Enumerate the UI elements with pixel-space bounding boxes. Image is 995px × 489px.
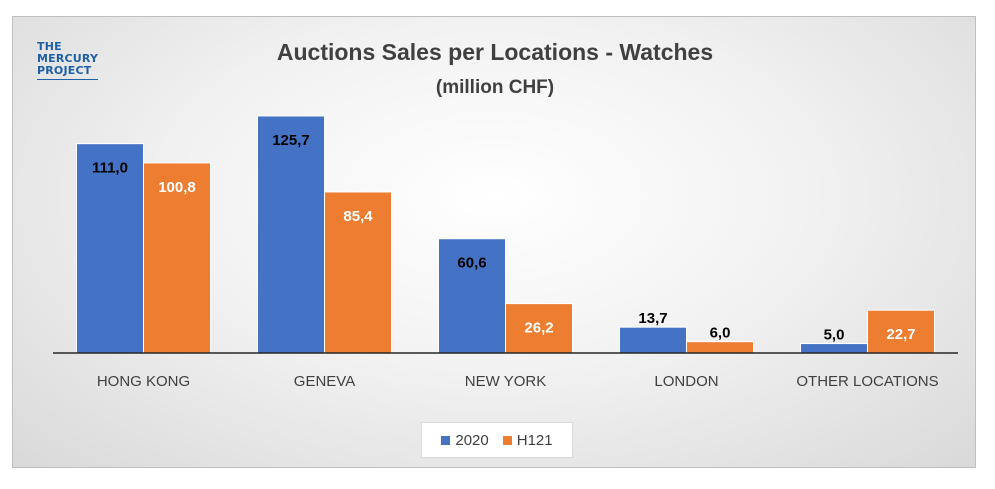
data-label-h121-other-locations: 22,7 (886, 326, 915, 343)
x-tick-label-other-locations: OTHER LOCATIONS (796, 373, 938, 390)
data-label-h121-new-york: 26,2 (524, 320, 553, 337)
logo-line-3: PROJECT (37, 64, 92, 77)
bar-chart-plot: 111,0 100,8 HONG KONG 125,7 85,4 GENEVA 60,6 26… (53, 115, 958, 390)
data-label-2020-hong-kong: 111,0 (92, 160, 128, 177)
data-label-h121-geneva: 85,4 (343, 208, 373, 225)
data-label-2020-new-york: 60,6 (457, 255, 486, 272)
data-label-2020-geneva: 125,7 (272, 132, 310, 149)
data-label-2020-london: 13,7 (638, 310, 667, 327)
x-tick-label-geneva: GENEVA (294, 373, 355, 390)
chart-frame: THE MERCURY PROJECT Auctions Sales per L… (12, 16, 976, 468)
x-tick-label-new-york: NEW YORK (465, 373, 546, 390)
chart-legend: 2020 H121 (421, 422, 573, 458)
data-label-2020-other-locations: 5,0 (824, 327, 845, 344)
legend-item-2020: 2020 (441, 431, 489, 449)
bar-2020-other-locations (800, 343, 868, 354)
bar-h121-hong-kong (143, 162, 211, 354)
x-tick-label-london: LONDON (654, 373, 718, 390)
bar-2020-new-york (438, 238, 506, 354)
legend-label-h121: H121 (516, 431, 553, 449)
logo-line-2: MERCURY (37, 52, 99, 65)
logo-line-1: THE (37, 40, 62, 53)
chart-subtitle: (million CHF) (435, 77, 555, 98)
bar-h121-new-york (505, 303, 573, 354)
x-tick-label-hong-kong: HONG KONG (97, 373, 190, 390)
chart-title: Auctions Sales per Locations - Watches (276, 39, 714, 65)
bar-2020-london (619, 326, 687, 354)
mercury-project-logo: THE MERCURY PROJECT (37, 40, 99, 80)
legend-swatch-2020 (441, 435, 451, 445)
bar-h121-london (686, 341, 754, 354)
bar-2020-geneva (257, 115, 325, 354)
bar-h121-other-locations (867, 309, 935, 354)
legend-label-2020: 2020 (455, 431, 489, 449)
legend-swatch-h121 (502, 435, 512, 445)
legend-item-h121: H121 (502, 431, 553, 449)
data-label-h121-hong-kong: 100,8 (158, 179, 196, 196)
data-label-h121-london: 6,0 (710, 325, 731, 342)
